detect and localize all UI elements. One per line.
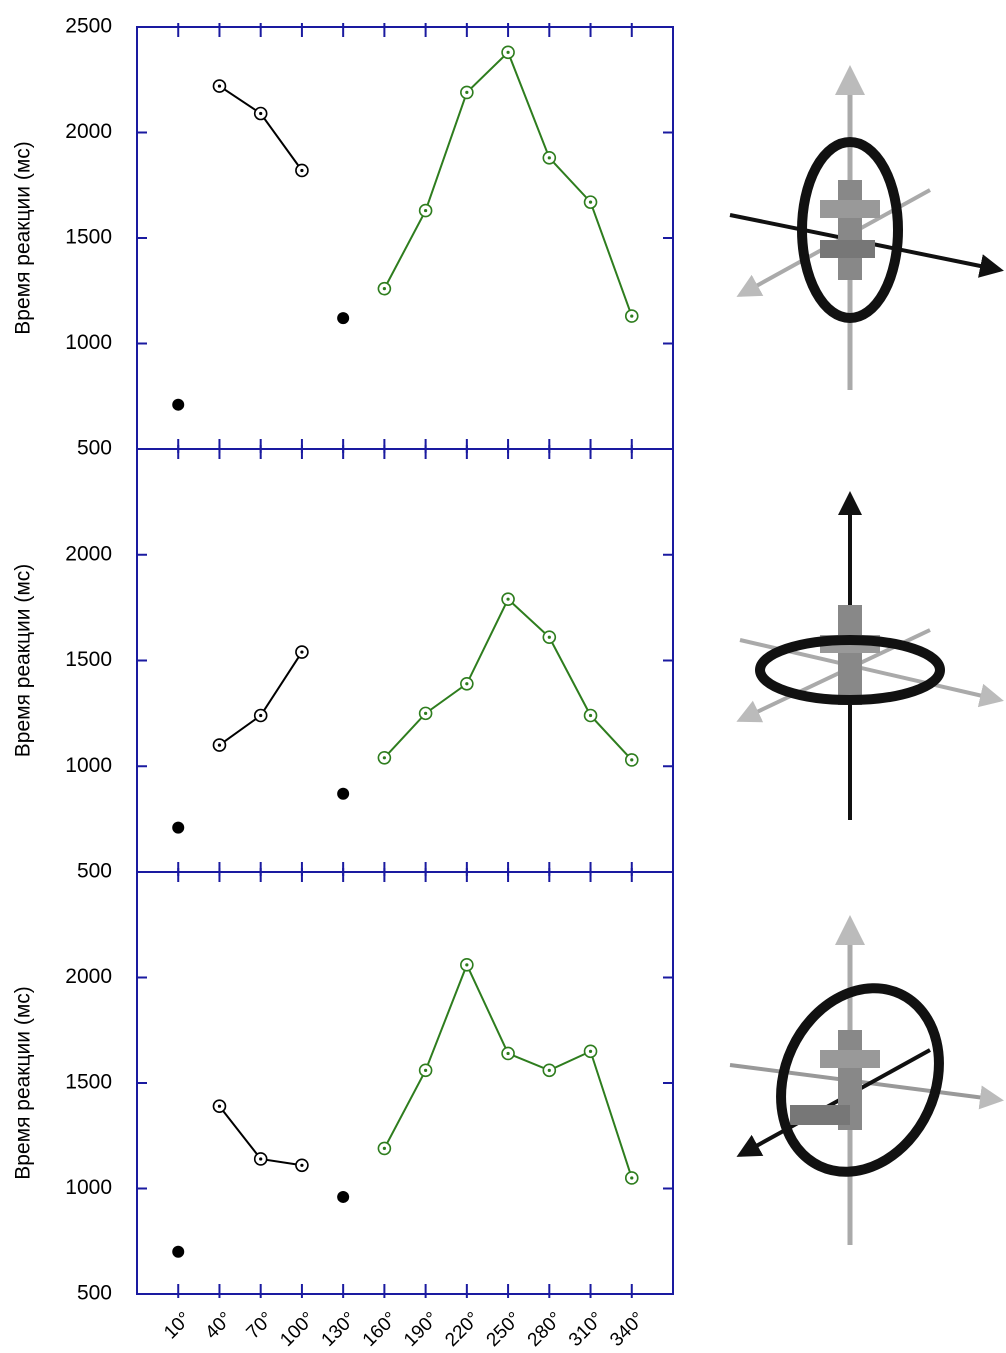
data-point-dot — [382, 1146, 386, 1151]
y-tick-label: 1500 — [65, 648, 112, 671]
y-axis-label: Время реакции (мс) — [12, 986, 35, 1179]
y-axis-label: Время реакции (мс) — [12, 141, 35, 334]
y-tick-label: 500 — [77, 437, 112, 460]
data-point-dot — [506, 1051, 510, 1056]
x-tick-label: 220° — [441, 1308, 484, 1348]
series-line — [383, 50, 633, 317]
x-tick-label: 190° — [400, 1308, 443, 1348]
series-line — [218, 85, 303, 172]
data-point-dot — [217, 743, 222, 747]
data-point-dot — [259, 111, 263, 116]
x-tick-label: 40° — [201, 1308, 236, 1343]
y-tick-label: 1500 — [65, 1071, 112, 1094]
data-point-dot — [259, 713, 263, 718]
y-tick-label: 2000 — [65, 542, 112, 565]
y-tick-label: 1000 — [65, 331, 112, 354]
x-tick-label: 250° — [483, 1308, 526, 1348]
data-point-dot — [588, 200, 593, 204]
data-point-dot — [547, 156, 551, 160]
illustration — [736, 491, 1004, 820]
x-tick-label: 70° — [243, 1308, 278, 1343]
series-line — [218, 651, 303, 746]
x-tick-label: 310° — [565, 1308, 608, 1348]
x-tick-label: 10° — [160, 1308, 195, 1343]
x-tick-label: 160° — [359, 1308, 402, 1348]
x-tick-label: 100° — [276, 1308, 319, 1348]
y-tick-label: 1000 — [65, 754, 112, 777]
y-axis-label: Время реакции (мс) — [12, 564, 35, 757]
data-point-dot — [506, 50, 510, 54]
data-point-dot — [382, 756, 386, 760]
y-tick-label: 2500 — [65, 15, 112, 38]
data-point-dot — [588, 1049, 593, 1053]
data-point-dot — [506, 597, 510, 601]
data-point-dot — [300, 650, 304, 654]
y-tick-label: 2000 — [65, 120, 112, 143]
data-point-dot — [300, 1163, 304, 1167]
x-tick-label: 280° — [524, 1308, 567, 1348]
data-point-dot — [217, 1104, 222, 1108]
data-point-dot — [630, 758, 634, 762]
x-tick-label: 130° — [318, 1308, 361, 1348]
plot-frame — [136, 448, 674, 873]
data-point-dot — [547, 635, 551, 639]
data-point-dot — [382, 287, 386, 291]
data-point-dot — [465, 682, 469, 686]
illustration — [729, 915, 1004, 1245]
data-point — [172, 1245, 185, 1258]
y-tick-label: 2000 — [65, 965, 112, 988]
data-point-dot — [424, 1068, 428, 1072]
data-point — [172, 821, 185, 834]
data-point — [337, 787, 350, 800]
data-point — [337, 312, 350, 325]
y-tick-label: 1000 — [65, 1176, 112, 1199]
x-tick-label: 340° — [606, 1308, 649, 1348]
y-tick-label: 1500 — [65, 226, 112, 249]
plot-frame — [136, 871, 674, 1295]
data-point-dot — [300, 168, 304, 173]
rotation-illustrations — [729, 65, 1004, 1245]
data-point-dot — [630, 314, 634, 318]
data-point-dot — [259, 1157, 263, 1161]
y-tick-label: 500 — [77, 860, 112, 883]
data-point-dot — [588, 713, 593, 718]
data-point-dot — [547, 1068, 551, 1072]
illustration — [729, 65, 1004, 390]
data-point-dot — [217, 84, 222, 88]
data-point-dot — [424, 711, 428, 715]
y-tick-label: 500 — [77, 1282, 112, 1305]
data-point — [337, 1190, 350, 1203]
data-point-dot — [630, 1176, 634, 1180]
data-point-dot — [465, 963, 469, 967]
series-line — [383, 597, 633, 761]
data-point — [172, 398, 185, 411]
data-point-dot — [424, 208, 428, 213]
data-point-dot — [465, 90, 469, 95]
